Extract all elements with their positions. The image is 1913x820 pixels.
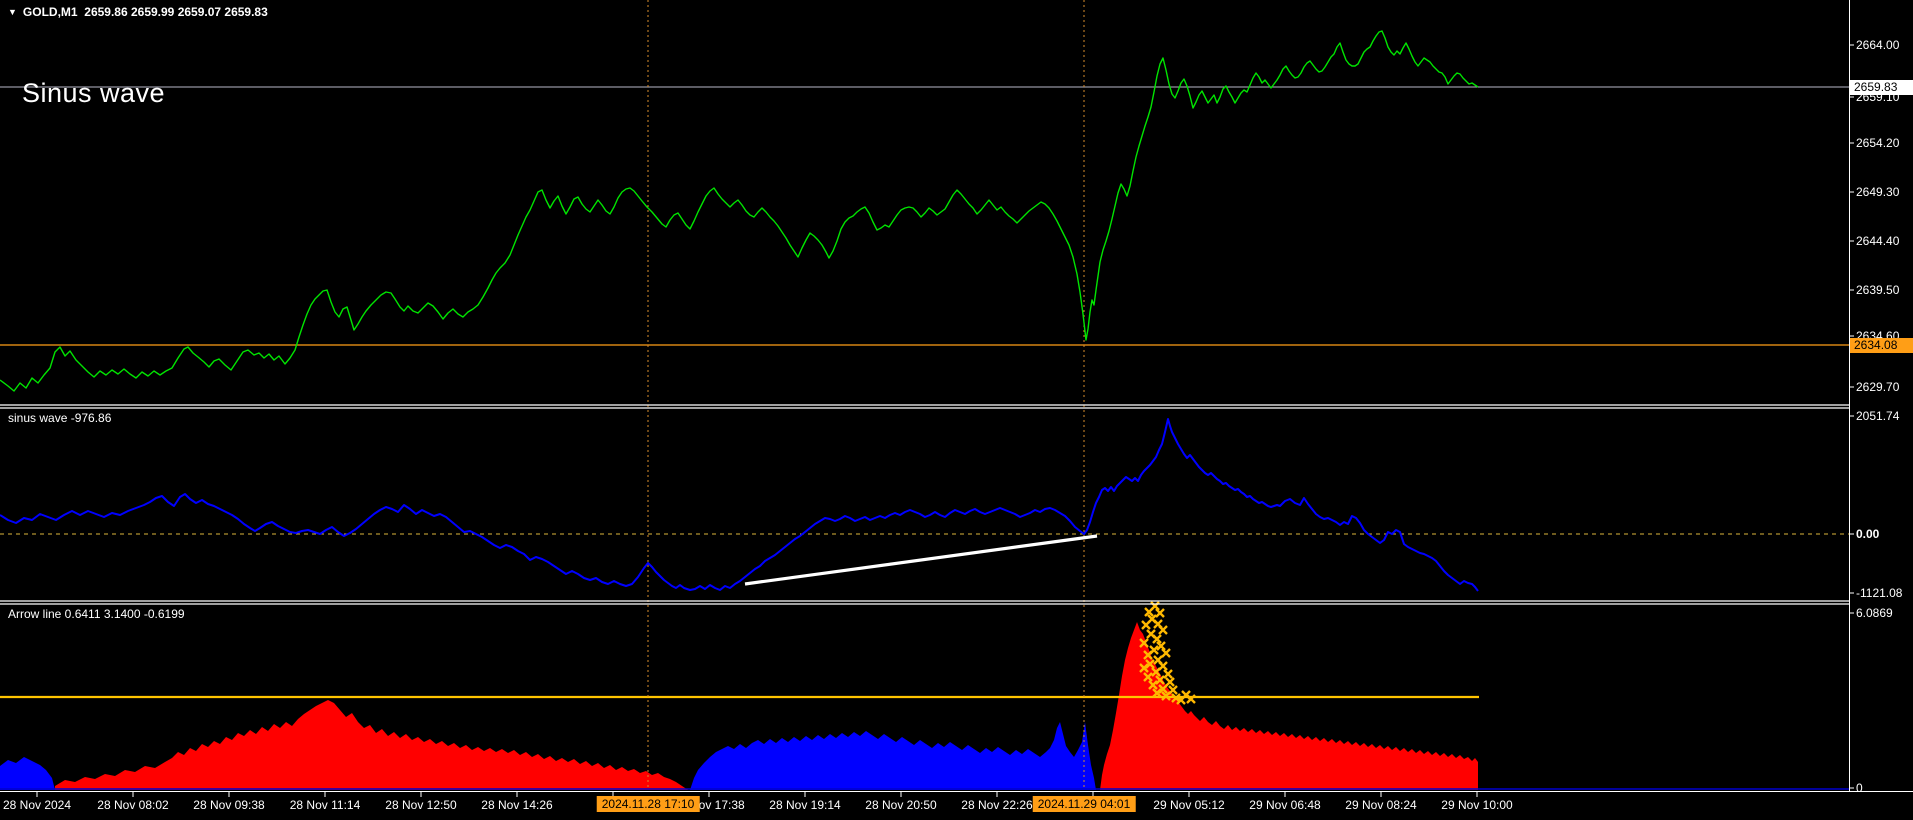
sinus-wave-indicator-label: sinus wave -976.86 [8, 411, 112, 425]
x-marker-icon [1151, 667, 1161, 677]
time-tick-label: 28 Nov 19:14 [769, 798, 841, 812]
x-marker-icon [1155, 675, 1165, 685]
x-marker-icon [1186, 694, 1196, 704]
price-tick-label: 2051.74 [1856, 409, 1900, 423]
symbol-dropdown-icon[interactable]: ▼ [8, 7, 17, 17]
x-marker-icon [1163, 669, 1173, 679]
symbol-name: GOLD,M1 [22, 5, 78, 19]
x-marker-icon [1139, 663, 1149, 673]
x-marker-icon [1161, 648, 1171, 658]
price-tick-label: 2654.20 [1856, 136, 1900, 150]
time-tick-label: 28 Nov 12:50 [385, 798, 457, 812]
price-tick-label: 0 [1856, 781, 1863, 795]
time-tick-label: 28 Nov 08:02 [97, 798, 169, 812]
time-highlight-box-1: 2024.11.28 17:10 [596, 796, 700, 812]
x-marker-icon [1155, 608, 1165, 618]
sinus-wave-line [0, 418, 1479, 592]
x-marker-icon [1141, 620, 1151, 630]
x-marker-icon [1150, 601, 1160, 611]
x-marker-icon [1165, 677, 1175, 687]
time-tick-label: 29 Nov 08:24 [1345, 798, 1417, 812]
time-tick-label: 28 Nov 11:14 [289, 798, 361, 812]
white-trendline [744, 534, 1098, 586]
arrow-blue-area-left [0, 757, 55, 790]
x-marker-icon [1152, 688, 1162, 698]
x-marker-icon [1143, 650, 1153, 660]
x-marker-icon [1156, 641, 1166, 651]
arrow-red-area-1 [55, 700, 688, 790]
price-tick-label: 6.0869 [1856, 606, 1893, 620]
price-tick-label: 2664.00 [1856, 38, 1900, 52]
time-tick-label: 28 Nov 22:26 [961, 798, 1033, 812]
price-tick-label: 2629.70 [1856, 380, 1900, 394]
price-tick-label: 2644.40 [1856, 234, 1900, 248]
time-tick-label: 29 Nov 05:12 [1153, 798, 1225, 812]
symbol-ohlc: 2659.86 2659.99 2659.07 2659.83 [84, 5, 268, 19]
x-marker-icon [1152, 634, 1162, 644]
time-tick-label: 28 Nov 20:50 [865, 798, 937, 812]
arrow-line-indicator-label: Arrow line 0.6411 3.1400 -0.6199 [8, 607, 185, 621]
gold-price-line [0, 30, 1479, 392]
x-marker-icon [1145, 659, 1155, 669]
price-tick-label: 0.00 [1856, 527, 1880, 541]
x-marker-icon [1139, 638, 1149, 648]
time-tick-label: 28 Nov 09:38 [193, 798, 265, 812]
x-marker-icon [1158, 625, 1168, 635]
price-tick-label: 2649.30 [1856, 185, 1900, 199]
orange-level-price-box: 2634.08 [1850, 338, 1913, 353]
x-marker-icon [1148, 680, 1158, 690]
x-marker-icon [1158, 684, 1168, 694]
time-highlight-box-2: 2024.11.29 04:01 [1032, 796, 1136, 812]
time-tick-label: 29 Nov 10:00 [1441, 798, 1513, 812]
time-tick-label: 28 Nov 14:26 [481, 798, 553, 812]
indicator-watermark-title: Sinus wave [22, 78, 166, 108]
price-tick-label: 2639.50 [1856, 283, 1900, 297]
arrow-red-area-2 [1100, 622, 1478, 790]
time-tick-label: 28 Nov 2024 [2, 798, 72, 812]
x-marker-icon [1143, 672, 1153, 682]
arrow-blue-area-2 [690, 722, 1096, 790]
price-tick-label: -1121.08 [1856, 586, 1903, 600]
symbol-info-bar[interactable]: ▼ GOLD,M1 2659.86 2659.99 2659.07 2659.83 [8, 5, 268, 19]
bid-price-box: 2659.83 [1850, 80, 1913, 95]
time-tick-label: 29 Nov 06:48 [1249, 798, 1321, 812]
x-marker-icon [1161, 691, 1171, 701]
